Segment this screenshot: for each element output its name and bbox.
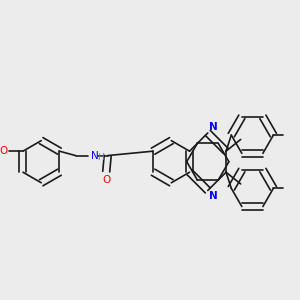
Text: N: N [209,122,218,132]
Text: N: N [209,191,218,201]
Text: N: N [91,151,98,160]
Text: O: O [102,175,110,184]
Text: H: H [97,152,104,161]
Text: O: O [0,146,8,156]
